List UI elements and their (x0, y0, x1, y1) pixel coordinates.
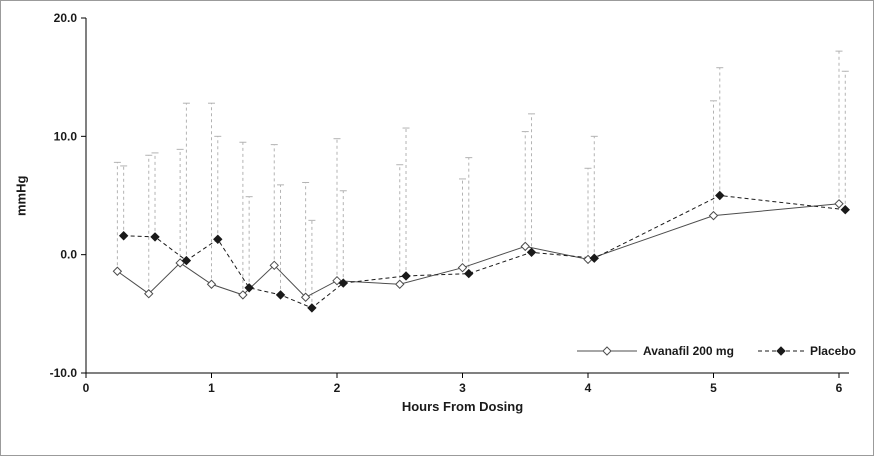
open-diamond-marker-0 (269, 260, 279, 271)
y-tick-label: 20.0 (54, 11, 78, 25)
open-diamond-marker-0 (144, 289, 154, 299)
filled-diamond-marker-1 (464, 268, 474, 279)
open-diamond-marker-0 (112, 266, 123, 276)
y-axis-title: mmHg (13, 175, 29, 216)
series-line-1 (123, 194, 846, 309)
filled-diamond-marker-1 (181, 255, 192, 266)
filled-diamond-marker-1 (150, 232, 160, 242)
open-diamond-marker-0 (238, 290, 248, 300)
open-diamond-marker-0 (520, 241, 530, 252)
open-diamond-marker-0 (457, 262, 468, 273)
filled-diamond-marker-1 (118, 231, 129, 241)
series-line-0 (117, 203, 840, 298)
legend-avanafil-sample-line (577, 346, 637, 356)
filled-diamond-legend-marker (776, 346, 786, 356)
filled-diamond-marker-1 (401, 271, 411, 281)
filled-diamond-marker-1 (213, 234, 223, 244)
y-tick-label: 10.0 (54, 129, 78, 143)
open-diamond-marker-0 (834, 199, 844, 209)
x-tick-label: 3 (459, 381, 466, 395)
x-tick-label: 6 (836, 381, 843, 395)
legend-item-avanafil: Avanafil 200 mg (577, 344, 734, 358)
x-tick-label: 2 (334, 381, 341, 395)
open-diamond-legend-marker (602, 346, 612, 356)
open-diamond-marker-0 (708, 210, 719, 221)
filled-diamond-marker-1 (526, 247, 537, 258)
filled-diamond-marker-1 (338, 278, 348, 288)
x-tick-label: 0 (83, 381, 90, 395)
filled-diamond-marker-1 (715, 190, 725, 201)
x-tick-label: 4 (585, 381, 592, 395)
legend-placebo-sample-line (757, 346, 804, 356)
filled-diamond-marker-1 (840, 204, 850, 215)
x-tick-label: 1 (208, 381, 215, 395)
x-axis-title: Hours From Dosing (401, 399, 524, 414)
filled-diamond-marker-1 (307, 303, 317, 313)
filled-diamond-marker-1 (244, 283, 254, 293)
legend-placebo-label: Placebo (809, 344, 856, 358)
open-diamond-marker-0 (206, 279, 217, 289)
legend-avanafil-label: Avanafil 200 mg (643, 344, 734, 358)
x-tick-label: 5 (710, 381, 717, 395)
legend: Avanafil 200 mg Placebo (577, 344, 856, 358)
y-tick-label: -10.0 (50, 366, 78, 380)
open-diamond-marker-0 (300, 292, 311, 302)
y-tick-label: 0.0 (60, 248, 77, 262)
filled-diamond-marker-1 (589, 253, 599, 263)
open-diamond-marker-0 (395, 279, 405, 289)
filled-diamond-marker-1 (275, 290, 286, 300)
legend-item-placebo: Placebo (757, 344, 856, 358)
